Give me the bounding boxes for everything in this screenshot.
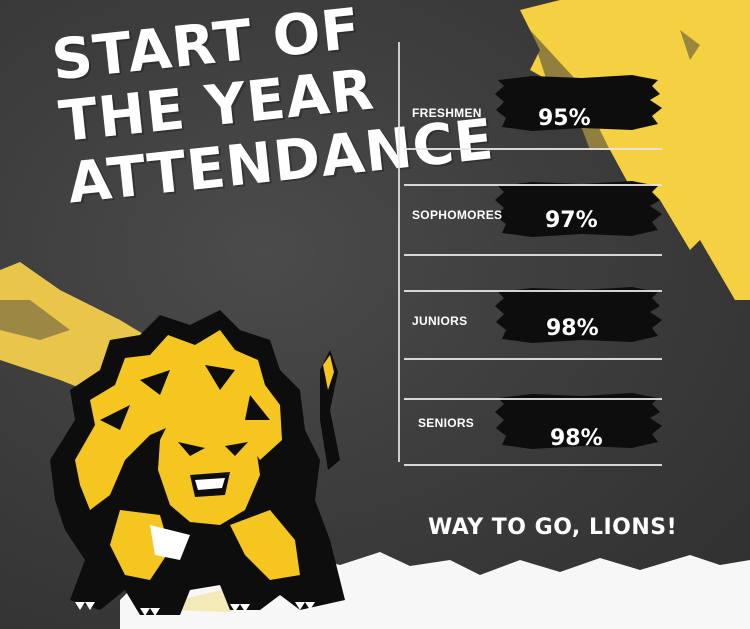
attendance-value: 95%	[538, 106, 591, 131]
row-label: SOPHOMORES	[412, 208, 503, 222]
page-title: START OF THE YEAR ATTENDANCE	[38, 0, 497, 217]
attendance-row-sophomores: SOPHOMORES 97%	[400, 172, 690, 272]
attendance-value: 97%	[545, 208, 598, 233]
brush-stroke-bar	[495, 393, 662, 449]
attendance-value: 98%	[550, 426, 603, 451]
row-topline	[404, 184, 662, 186]
row-topline	[404, 290, 662, 292]
brush-stroke-bar	[495, 287, 662, 343]
attendance-value: 98%	[546, 316, 599, 341]
row-topline	[404, 398, 662, 400]
brush-stroke-bar	[495, 181, 662, 237]
attendance-row-freshmen: FRESHMEN 95%	[400, 66, 690, 166]
row-underline	[404, 464, 662, 466]
row-label: JUNIORS	[412, 314, 468, 328]
lion-mascot-icon	[50, 310, 345, 616]
brush-stroke-bar	[495, 75, 662, 131]
row-underline	[404, 254, 662, 256]
vertical-divider	[398, 42, 400, 462]
row-label: SENIORS	[418, 416, 475, 430]
attendance-row-seniors: SENIORS 98%	[400, 384, 690, 484]
row-underline	[404, 358, 662, 360]
row-label: FRESHMEN	[412, 106, 482, 120]
row-underline	[404, 148, 662, 150]
attendance-row-juniors: JUNIORS 98%	[400, 278, 690, 378]
cheer-text: WAY TO GO, LIONS!	[428, 515, 678, 540]
